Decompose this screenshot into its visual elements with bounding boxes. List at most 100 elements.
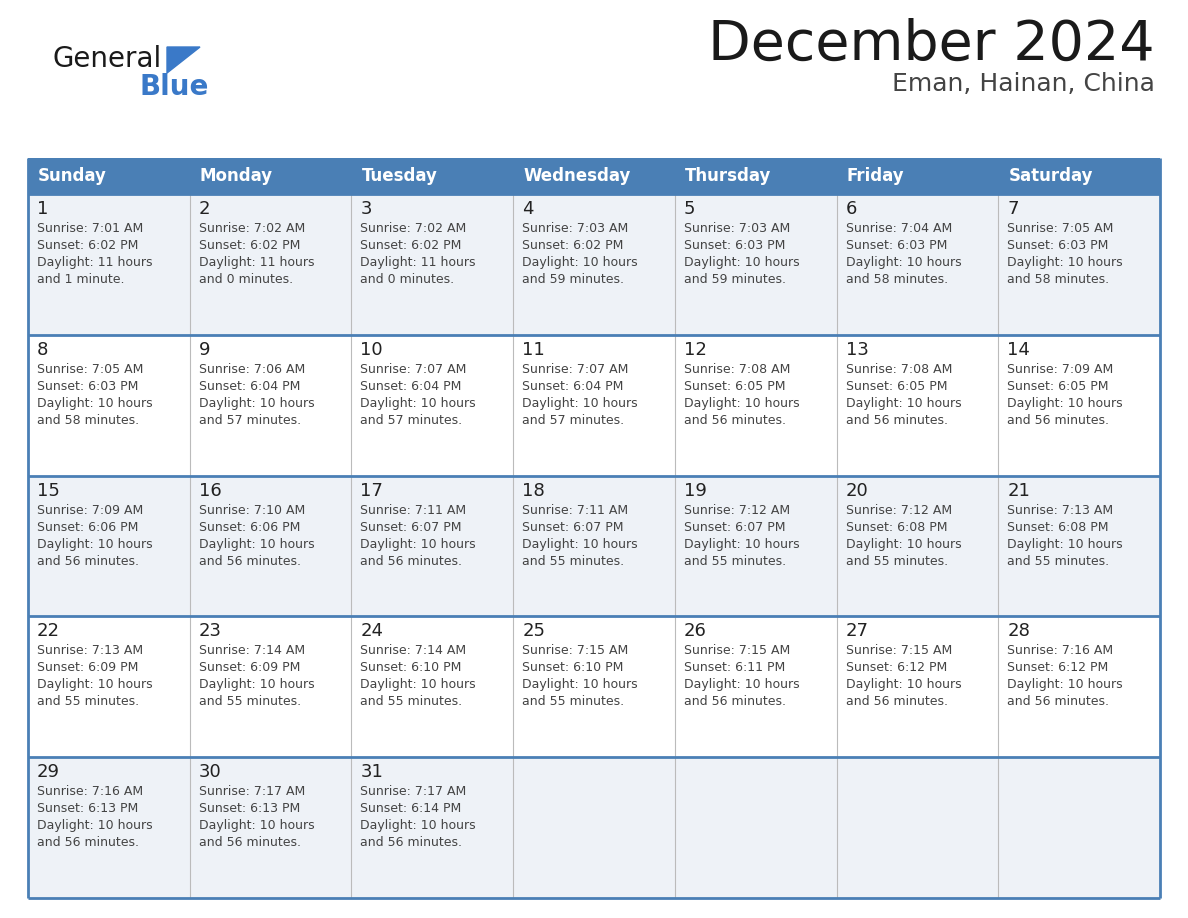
Text: Sunrise: 7:01 AM: Sunrise: 7:01 AM	[37, 222, 144, 235]
Text: Sunset: 6:13 PM: Sunset: 6:13 PM	[37, 802, 138, 815]
Text: Daylight: 10 hours: Daylight: 10 hours	[198, 678, 315, 691]
Text: Sunset: 6:09 PM: Sunset: 6:09 PM	[198, 661, 301, 675]
Text: 5: 5	[684, 200, 695, 218]
Text: 20: 20	[846, 482, 868, 499]
Text: 12: 12	[684, 341, 707, 359]
Bar	[352, 158, 513, 194]
Text: 2: 2	[198, 200, 210, 218]
Text: Daylight: 10 hours: Daylight: 10 hours	[1007, 256, 1123, 269]
Bar	[29, 194, 1159, 335]
Text: Sunset: 6:10 PM: Sunset: 6:10 PM	[360, 661, 462, 675]
Text: and 58 minutes.: and 58 minutes.	[37, 414, 139, 427]
Text: Sunset: 6:06 PM: Sunset: 6:06 PM	[198, 521, 301, 533]
Text: Daylight: 10 hours: Daylight: 10 hours	[37, 397, 152, 409]
Text: and 55 minutes.: and 55 minutes.	[37, 696, 139, 709]
Text: December 2024: December 2024	[708, 18, 1155, 72]
Text: Sunset: 6:04 PM: Sunset: 6:04 PM	[360, 380, 462, 393]
Text: and 58 minutes.: and 58 minutes.	[846, 273, 948, 286]
Text: Sunrise: 7:15 AM: Sunrise: 7:15 AM	[846, 644, 952, 657]
Text: Daylight: 11 hours: Daylight: 11 hours	[360, 256, 476, 269]
Text: Daylight: 10 hours: Daylight: 10 hours	[360, 819, 476, 833]
Text: Daylight: 10 hours: Daylight: 10 hours	[846, 256, 961, 269]
Text: Sunrise: 7:10 AM: Sunrise: 7:10 AM	[198, 504, 305, 517]
Text: and 55 minutes.: and 55 minutes.	[523, 696, 624, 709]
Text: Sunrise: 7:11 AM: Sunrise: 7:11 AM	[360, 504, 467, 517]
Text: Sunset: 6:07 PM: Sunset: 6:07 PM	[523, 521, 624, 533]
Text: Sunrise: 7:03 AM: Sunrise: 7:03 AM	[523, 222, 628, 235]
Text: and 56 minutes.: and 56 minutes.	[360, 836, 462, 849]
Text: and 56 minutes.: and 56 minutes.	[198, 554, 301, 567]
Text: Sunrise: 7:13 AM: Sunrise: 7:13 AM	[37, 644, 143, 657]
Text: Daylight: 10 hours: Daylight: 10 hours	[684, 538, 800, 551]
Text: Sunset: 6:08 PM: Sunset: 6:08 PM	[1007, 521, 1108, 533]
Text: and 56 minutes.: and 56 minutes.	[684, 696, 785, 709]
Text: 21: 21	[1007, 482, 1030, 499]
Text: Daylight: 10 hours: Daylight: 10 hours	[523, 538, 638, 551]
Text: Sunrise: 7:14 AM: Sunrise: 7:14 AM	[198, 644, 305, 657]
Text: and 55 minutes.: and 55 minutes.	[1007, 554, 1110, 567]
Text: Sunset: 6:07 PM: Sunset: 6:07 PM	[360, 521, 462, 533]
Text: and 58 minutes.: and 58 minutes.	[1007, 273, 1110, 286]
Text: General: General	[52, 45, 162, 73]
Text: Saturday: Saturday	[1009, 167, 1093, 185]
Text: Daylight: 10 hours: Daylight: 10 hours	[360, 538, 476, 551]
Bar	[190, 158, 352, 194]
Text: Daylight: 10 hours: Daylight: 10 hours	[198, 819, 315, 833]
Text: and 57 minutes.: and 57 minutes.	[523, 414, 624, 427]
Bar	[29, 158, 190, 194]
Text: and 56 minutes.: and 56 minutes.	[1007, 414, 1110, 427]
Text: Daylight: 10 hours: Daylight: 10 hours	[523, 397, 638, 409]
Text: Daylight: 10 hours: Daylight: 10 hours	[1007, 397, 1123, 409]
Text: Daylight: 10 hours: Daylight: 10 hours	[846, 397, 961, 409]
Text: 3: 3	[360, 200, 372, 218]
Text: Sunset: 6:12 PM: Sunset: 6:12 PM	[846, 661, 947, 675]
Text: 23: 23	[198, 622, 222, 641]
Text: and 56 minutes.: and 56 minutes.	[37, 554, 139, 567]
Text: Tuesday: Tuesday	[361, 167, 437, 185]
Text: Daylight: 10 hours: Daylight: 10 hours	[37, 538, 152, 551]
Text: 8: 8	[37, 341, 49, 359]
Bar	[29, 757, 1159, 898]
Text: Daylight: 10 hours: Daylight: 10 hours	[684, 678, 800, 691]
Text: Sunset: 6:06 PM: Sunset: 6:06 PM	[37, 521, 138, 533]
Text: Sunset: 6:11 PM: Sunset: 6:11 PM	[684, 661, 785, 675]
Text: and 56 minutes.: and 56 minutes.	[360, 554, 462, 567]
Bar	[29, 335, 1159, 476]
Text: Sunset: 6:02 PM: Sunset: 6:02 PM	[37, 239, 138, 252]
Text: and 56 minutes.: and 56 minutes.	[198, 836, 301, 849]
Text: Daylight: 10 hours: Daylight: 10 hours	[684, 256, 800, 269]
Text: Sunset: 6:13 PM: Sunset: 6:13 PM	[198, 802, 299, 815]
Text: 24: 24	[360, 622, 384, 641]
Text: Daylight: 11 hours: Daylight: 11 hours	[37, 256, 152, 269]
Text: 7: 7	[1007, 200, 1019, 218]
Text: and 55 minutes.: and 55 minutes.	[198, 696, 301, 709]
Text: 26: 26	[684, 622, 707, 641]
Text: Sunrise: 7:02 AM: Sunrise: 7:02 AM	[360, 222, 467, 235]
Text: 1: 1	[37, 200, 49, 218]
Text: Daylight: 10 hours: Daylight: 10 hours	[360, 678, 476, 691]
Text: and 56 minutes.: and 56 minutes.	[37, 836, 139, 849]
Text: and 57 minutes.: and 57 minutes.	[198, 414, 301, 427]
Text: 9: 9	[198, 341, 210, 359]
Text: Sunset: 6:09 PM: Sunset: 6:09 PM	[37, 661, 138, 675]
Text: 29: 29	[37, 763, 61, 781]
Text: Sunrise: 7:11 AM: Sunrise: 7:11 AM	[523, 504, 628, 517]
Text: 6: 6	[846, 200, 857, 218]
Text: Sunrise: 7:08 AM: Sunrise: 7:08 AM	[684, 363, 790, 375]
Text: Sunday: Sunday	[38, 167, 107, 185]
Text: and 55 minutes.: and 55 minutes.	[360, 696, 462, 709]
Text: 30: 30	[198, 763, 221, 781]
Text: 27: 27	[846, 622, 868, 641]
Text: Sunrise: 7:05 AM: Sunrise: 7:05 AM	[1007, 222, 1113, 235]
Text: and 59 minutes.: and 59 minutes.	[523, 273, 624, 286]
Text: Friday: Friday	[847, 167, 904, 185]
Text: Sunrise: 7:04 AM: Sunrise: 7:04 AM	[846, 222, 952, 235]
Text: Sunrise: 7:12 AM: Sunrise: 7:12 AM	[846, 504, 952, 517]
Text: 13: 13	[846, 341, 868, 359]
Text: Sunset: 6:07 PM: Sunset: 6:07 PM	[684, 521, 785, 533]
Text: Wednesday: Wednesday	[523, 167, 631, 185]
Text: Sunrise: 7:16 AM: Sunrise: 7:16 AM	[37, 785, 143, 798]
Text: Sunrise: 7:17 AM: Sunrise: 7:17 AM	[198, 785, 305, 798]
Text: and 56 minutes.: and 56 minutes.	[1007, 696, 1110, 709]
Text: Sunset: 6:12 PM: Sunset: 6:12 PM	[1007, 661, 1108, 675]
